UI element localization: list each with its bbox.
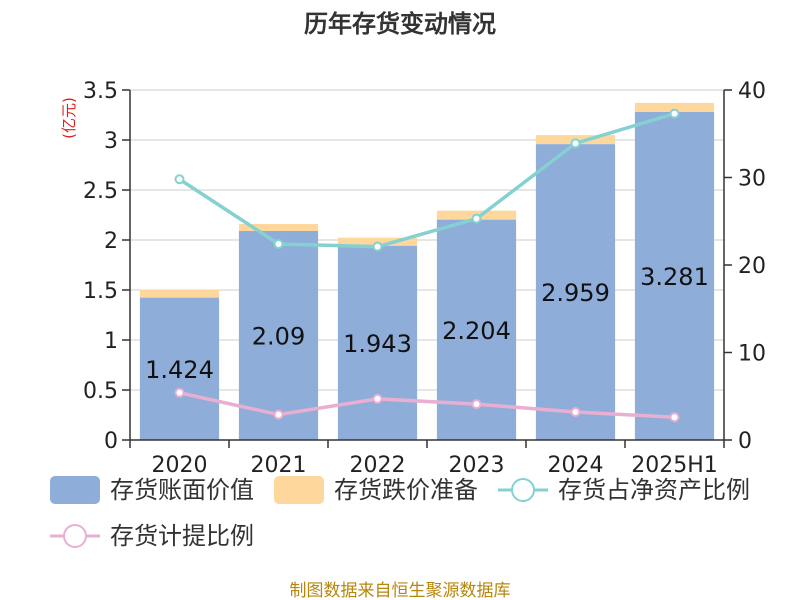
- legend-label-2: 存货占净资产比例: [558, 476, 750, 504]
- bar-provision: [238, 224, 319, 231]
- bar-provision: [634, 102, 715, 112]
- legend-label-1: 存货跌价准备: [334, 476, 478, 504]
- bar-group: 1.424 2.09 1.943 2.204 2.959 3.281: [139, 102, 715, 441]
- chart-title: 历年存货变动情况: [304, 10, 496, 38]
- bar-book-value: [337, 245, 418, 440]
- legend-swatch-1: [274, 476, 324, 504]
- legend-label-3: 存货计提比例: [110, 522, 254, 550]
- line-point-3: [174, 387, 185, 398]
- line-point-3: [669, 412, 680, 423]
- bar-value-label: 1.424: [145, 356, 214, 384]
- line-point-2: [174, 174, 185, 185]
- gridlines: [130, 89, 724, 441]
- x-tick-label: 2025H1: [631, 453, 718, 478]
- line-point-2: [372, 241, 383, 252]
- bar-value-label: 2.09: [252, 323, 305, 351]
- line-point-2: [471, 213, 482, 224]
- bar-book-value: [535, 144, 616, 440]
- y-left-tick-label: 2: [104, 229, 118, 254]
- bar-value-label: 3.281: [640, 263, 709, 291]
- y-right-tick-label: 0: [738, 429, 752, 454]
- line-point-2: [669, 108, 680, 119]
- line-point-2: [570, 138, 581, 149]
- y-left-tick-label: 1: [104, 329, 118, 354]
- legend-marker-3: [63, 524, 87, 548]
- bar-value-label: 2.204: [442, 317, 511, 345]
- bar-book-value: [139, 297, 220, 440]
- axes: 0 0.5 1 1.5 2 2.5 3 3.5 0 10 20 30 40 2020 2021 2022 202…: [83, 79, 766, 478]
- legend-marker-2: [511, 478, 535, 502]
- line-group: [174, 108, 680, 423]
- y-left-tick-label: 2.5: [83, 179, 118, 204]
- bar-provision: [139, 289, 220, 298]
- y-left-unit: (亿元): [60, 97, 78, 139]
- y-right-tick-label: 30: [738, 167, 766, 192]
- x-tick-label: 2020: [152, 453, 208, 478]
- line-point-2: [273, 239, 284, 249]
- x-tick-label: 2024: [548, 453, 604, 478]
- y-right-tick-label: 40: [738, 79, 766, 104]
- x-tick-label: 2022: [350, 453, 406, 478]
- y-left-tick-label: 1.5: [83, 279, 118, 304]
- y-right-tick-label: 20: [738, 254, 766, 279]
- bar-value-label: 1.943: [343, 330, 412, 358]
- line-point-3: [372, 393, 383, 404]
- y-left-tick-label: 0: [104, 429, 118, 454]
- line-series-2: [178, 111, 676, 249]
- line-point-3: [273, 409, 284, 420]
- line-point-3: [570, 407, 581, 417]
- x-tick-label: 2021: [251, 453, 307, 478]
- bar-book-value: [634, 111, 715, 441]
- line-series-3: [179, 391, 675, 419]
- bar-value-label: 2.959: [541, 279, 610, 307]
- y-left-tick-label: 3.5: [83, 79, 118, 104]
- y-left-tick-label: 3: [104, 129, 118, 154]
- legend-label-0: 存货账面价值: [110, 476, 254, 504]
- bar-book-value: [238, 231, 319, 440]
- source-note: 制图数据来自恒生聚源数据库: [290, 581, 511, 600]
- line-point-3: [471, 399, 482, 410]
- y-right-tick-label: 10: [738, 342, 766, 367]
- y-left-tick-label: 0.5: [83, 379, 118, 404]
- legend-swatch-0: [50, 476, 100, 504]
- x-tick-label: 2023: [449, 453, 505, 478]
